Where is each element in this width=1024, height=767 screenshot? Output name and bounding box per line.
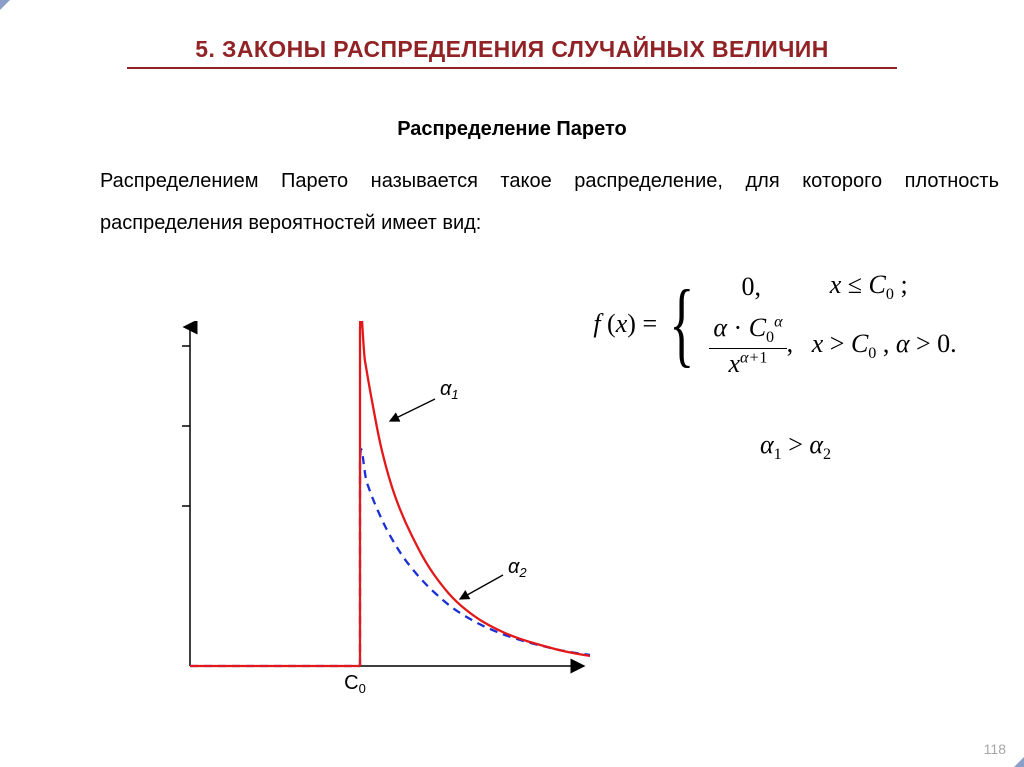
slide-page: 5. ЗАКОНЫ РАСПРЕДЕЛЕНИЯ СЛУЧАЙНЫХ ВЕЛИЧИ… [0, 0, 1024, 767]
case-2: α · C0α xα+1 , x > C0 , α > 0. [709, 314, 957, 377]
alpha-relation: α1 > α2 [760, 430, 831, 464]
case-2-value: α · C0α xα+1 , [709, 314, 794, 377]
title-underline [127, 67, 897, 69]
title-text: 5. ЗАКОНЫ РАСПРЕДЕЛЕНИЯ СЛУЧАЙНЫХ ВЕЛИЧИ… [195, 36, 828, 62]
body-paragraph: Распределением Парето называется такое р… [100, 160, 999, 244]
case-1-condition: x ≤ C0 ; [830, 270, 908, 304]
page-number: 118 [984, 741, 1006, 757]
density-formula: f (x) = { 0, x ≤ C0 ; α · C0α xα+1 , [560, 270, 990, 378]
subtitle: Распределение Парето [0, 118, 1024, 141]
pareto-chart: α1 α2 C0 [160, 321, 590, 701]
corner-decoration-tl [0, 0, 10, 10]
corner-decoration-br [1014, 757, 1024, 767]
brace-icon: { [669, 276, 694, 371]
case-2-condition: x > C0 , α > 0. [812, 329, 957, 363]
case-1: 0, x ≤ C0 ; [709, 270, 957, 304]
svg-text:α2: α2 [508, 556, 527, 580]
formula-cases: 0, x ≤ C0 ; α · C0α xα+1 , x > C0 , α [709, 270, 957, 378]
svg-text:C0: C0 [344, 672, 366, 696]
svg-text:α1: α1 [440, 378, 459, 402]
formula-lhs: f (x) = [593, 309, 657, 339]
slide-title: 5. ЗАКОНЫ РАСПРЕДЕЛЕНИЯ СЛУЧАЙНЫХ ВЕЛИЧИ… [0, 36, 1024, 69]
case-1-value: 0, [709, 272, 794, 302]
chart-svg: α1 α2 C0 [160, 321, 590, 701]
